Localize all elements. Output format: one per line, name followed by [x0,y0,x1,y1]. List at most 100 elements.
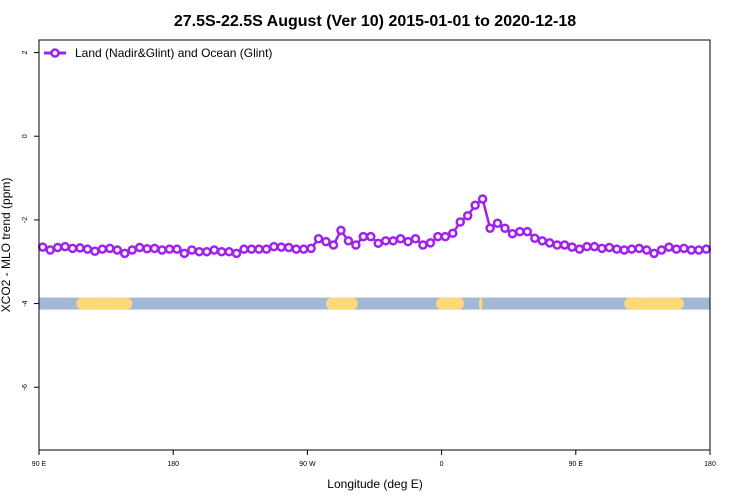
legend: Land (Nadir&Glint) and Ocean (Glint) [44,46,272,60]
y-axis-label: XCO2 - MLO trend (ppm) [0,178,13,313]
data-point [82,244,93,254]
x-tick-label: 90 W [299,461,316,468]
data-point [358,231,369,242]
x-axis: 90 E 180 90 W 0 90 E 180 [32,450,716,468]
data-point [612,244,622,254]
data-point [343,236,354,246]
x-tick-label: 0 [440,461,444,468]
data-point [589,241,600,252]
data-point [679,243,689,254]
data-point [142,244,152,254]
data-point [388,236,398,246]
land-segment-3 [478,297,483,310]
data-point [134,242,145,253]
data-point [313,233,324,244]
data-point [515,226,525,237]
data-point [284,242,294,253]
data-point [187,245,197,255]
y-axis: 2 0 -2 -4 -6 [22,51,39,390]
y-tick-label: 0 [22,134,29,138]
data-point [60,241,70,252]
y-tick-label: -6 [22,384,29,390]
data-point [485,223,495,234]
data-point [366,231,376,242]
data-point [574,244,585,254]
surface-bar [39,297,710,310]
data-point [157,245,167,255]
data-point [373,238,383,249]
data-point [686,245,697,255]
data-point [455,217,465,227]
data-point [112,245,123,255]
data-point [105,243,115,254]
data-point [507,228,518,239]
data-point [37,242,48,252]
y-tick-label: -2 [22,217,29,223]
data-point [448,228,458,239]
data-point [351,240,361,250]
land-segment-1 [326,297,358,310]
data-point [403,236,413,247]
x-tick-label: 90 E [569,461,584,468]
plot-area [37,39,712,451]
data-point [492,218,503,228]
plot-border [38,39,711,451]
data-point [656,245,667,255]
data-point [559,240,570,250]
data-point [530,233,540,244]
data-point [440,231,451,242]
data-point [239,244,249,254]
data-point [276,242,287,252]
y-tick-label: 2 [22,51,29,55]
series-layer [37,194,712,259]
data-point [119,248,130,259]
x-tick-label: 180 [704,461,716,468]
data-point [45,245,55,255]
x-tick-label: 90 E [32,461,47,468]
data-point [418,240,428,250]
data-point [552,240,562,250]
data-point [410,233,421,244]
data-point [97,244,108,254]
data-point [216,246,227,257]
data-point [254,244,264,254]
data-point [537,236,547,246]
data-point [470,200,480,211]
data-point [336,225,346,236]
data-point [246,244,257,254]
data-point [194,246,205,257]
data-point [75,243,85,253]
data-point [641,245,652,255]
data-point [701,244,712,254]
land-segment-2 [436,297,464,310]
data-point [52,242,63,253]
data-point [522,226,533,237]
data-point [90,246,100,257]
data-point [619,245,630,255]
data-point [67,243,78,254]
data-point [425,238,436,248]
data-point [544,238,555,248]
data-point [298,244,309,254]
data-point [649,248,659,259]
data-point [172,244,182,254]
data-point [164,244,175,254]
data-point [291,244,301,254]
data-point [380,236,391,246]
data-point [604,242,615,253]
data-point [269,241,279,252]
data-point [395,233,406,244]
data-point [179,248,190,259]
data-point [231,248,242,259]
land-segment-0 [76,297,133,310]
chart-title: 27.5S-22.5S August (Ver 10) 2015-01-01 t… [174,13,576,30]
data-point [597,243,607,254]
legend-label: Land (Nadir&Glint) and Ocean (Glint) [75,46,272,60]
data-point [664,242,674,252]
data-point [224,246,234,257]
data-point [582,241,592,252]
data-point [433,231,443,242]
x-tick-label: 180 [167,461,179,468]
data-point [500,223,510,234]
